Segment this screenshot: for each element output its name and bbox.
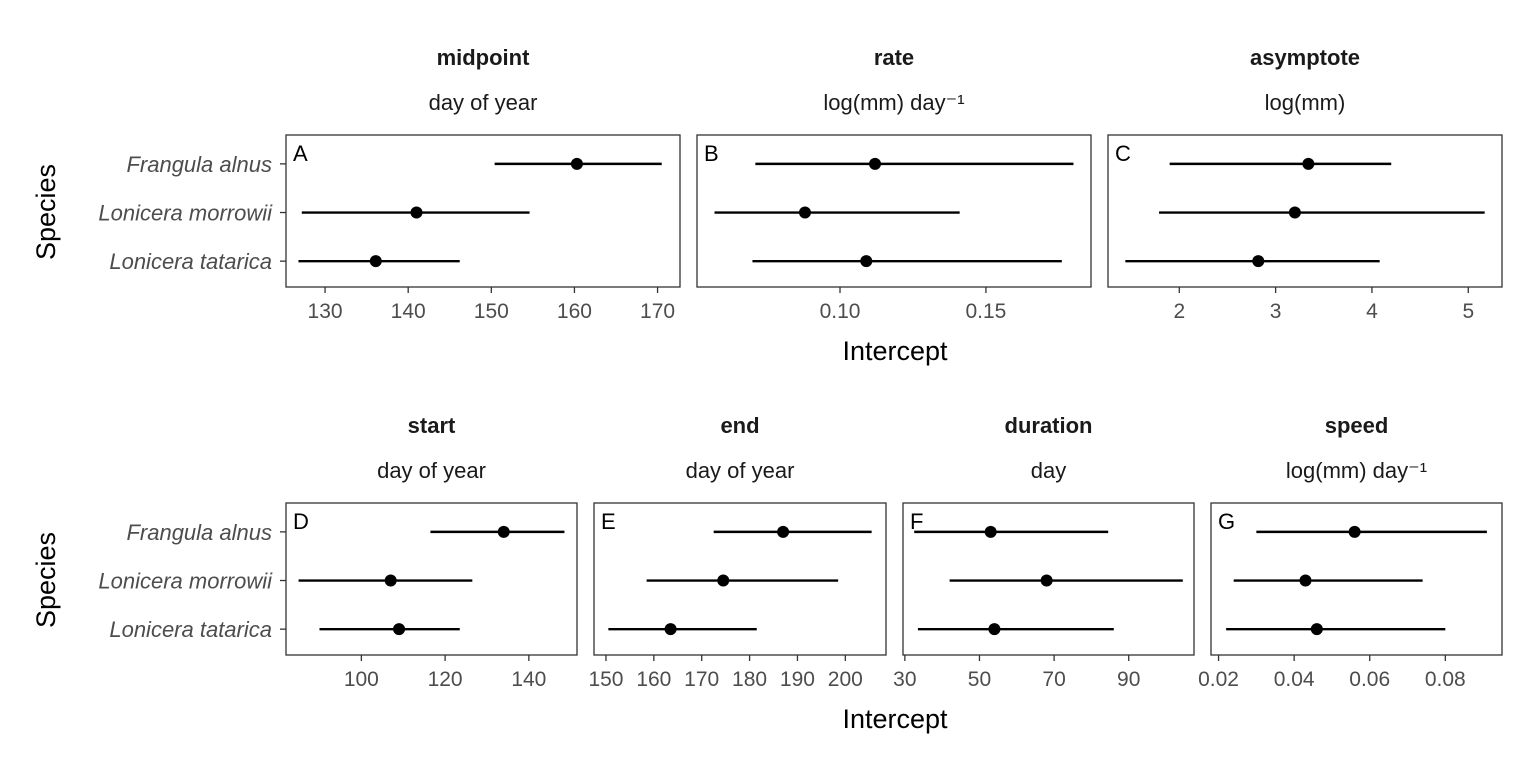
panel-F: duration day F 30 50 70 90 <box>893 413 1195 691</box>
x-tick-label: 100 <box>344 668 379 691</box>
panel-title: rate <box>874 45 914 70</box>
estimate-point <box>1288 206 1301 219</box>
panel-title: midpoint <box>437 45 531 70</box>
estimate-point <box>798 206 811 219</box>
estimate-point <box>369 255 382 268</box>
panel-D: start day of year D 100 120 140 Frangula alnus… <box>98 413 578 691</box>
x-tick-label: 0.06 <box>1349 668 1390 691</box>
x-tick-label: 150 <box>474 300 509 323</box>
estimate-point <box>777 525 790 538</box>
estimate-point <box>570 157 583 170</box>
x-tick-label: 150 <box>588 668 623 691</box>
panel-letter: A <box>293 141 308 166</box>
x-axis-title-bottom: Intercept <box>842 704 948 734</box>
panels-group: midpoint day of year A 130 140 150 160 170 Frang… <box>98 45 1503 691</box>
species-label: Frangula alnus <box>126 520 272 545</box>
x-tick-label: 140 <box>391 300 426 323</box>
panel-title: end <box>720 413 759 438</box>
estimate-point <box>1040 574 1053 587</box>
estimate-point <box>860 255 873 268</box>
x-tick-label: 90 <box>1117 668 1140 691</box>
panel-unit: day of year <box>686 458 795 483</box>
panel-title: asymptote <box>1250 45 1360 70</box>
estimate-point <box>869 157 882 170</box>
x-tick-label: 170 <box>684 668 719 691</box>
x-tick-label: 180 <box>732 668 767 691</box>
estimate-point <box>1302 157 1315 170</box>
panel-C: asymptote log(mm) C 2 3 4 5 <box>1107 45 1503 323</box>
panel-letter: C <box>1115 141 1131 166</box>
panel-letter: G <box>1218 509 1235 534</box>
x-tick-label: 3 <box>1270 300 1282 323</box>
panel-title: duration <box>1005 413 1093 438</box>
panel-unit: day of year <box>377 458 486 483</box>
panel-E: end day of year E 150 160 170 180 190 200 <box>588 413 887 691</box>
x-tick-label: 130 <box>308 300 343 323</box>
species-label: Frangula alnus <box>126 152 272 177</box>
panel-unit: log(mm) <box>1265 90 1346 115</box>
estimate-point <box>410 206 423 219</box>
x-tick-label: 140 <box>511 668 546 691</box>
x-tick-label: 0.10 <box>820 300 861 323</box>
panel-unit: log(mm) day⁻¹ <box>1286 458 1427 483</box>
estimate-point <box>1299 574 1312 587</box>
x-tick-label: 70 <box>1042 668 1065 691</box>
panel-letter: F <box>910 509 923 534</box>
estimate-point <box>393 623 406 636</box>
estimate-point <box>1252 255 1265 268</box>
panel-frame <box>285 502 578 656</box>
estimate-point <box>664 623 677 636</box>
panel-title: speed <box>1325 413 1389 438</box>
estimate-point <box>717 574 730 587</box>
panel-G: speed log(mm) day⁻¹ G 0.02 0.04 0.06 0.08 <box>1198 413 1503 691</box>
x-tick-label: 170 <box>640 300 675 323</box>
panel-frame <box>1210 502 1503 656</box>
panel-unit: log(mm) day⁻¹ <box>823 90 964 115</box>
x-tick-label: 2 <box>1173 300 1185 323</box>
x-tick-label: 5 <box>1462 300 1474 323</box>
x-tick-label: 0.04 <box>1274 668 1315 691</box>
x-tick-label: 4 <box>1366 300 1378 323</box>
panel-frame <box>593 502 887 656</box>
species-label: Lonicera morrowii <box>98 569 273 594</box>
x-tick-label: 0.02 <box>1198 668 1239 691</box>
x-tick-label: 50 <box>968 668 991 691</box>
x-axis-title-top: Intercept <box>842 336 948 366</box>
panel-frame <box>285 134 681 288</box>
x-tick-label: 0.08 <box>1425 668 1466 691</box>
x-tick-label: 160 <box>636 668 671 691</box>
panel-unit: day of year <box>429 90 538 115</box>
species-label: Lonicera morrowii <box>98 201 273 226</box>
estimate-point <box>984 525 997 538</box>
estimate-point <box>1310 623 1323 636</box>
species-label: Lonicera tatarica <box>109 617 272 642</box>
x-tick-label: 160 <box>557 300 592 323</box>
y-axis-title-top: Species <box>31 164 61 260</box>
y-axis-title-bottom: Species <box>31 532 61 628</box>
estimate-point <box>1348 525 1361 538</box>
estimate-point <box>497 525 510 538</box>
species-label: Lonicera tatarica <box>109 249 272 274</box>
panel-title: start <box>408 413 456 438</box>
panel-letter: D <box>293 509 309 534</box>
x-tick-label: 0.15 <box>965 300 1006 323</box>
x-tick-label: 120 <box>428 668 463 691</box>
panel-letter: B <box>704 141 719 166</box>
panel-unit: day <box>1031 458 1066 483</box>
panel-B: rate log(mm) day⁻¹ B 0.10 0.15 <box>696 45 1092 323</box>
x-tick-label: 30 <box>893 668 916 691</box>
panel-frame <box>1107 134 1503 288</box>
estimate-point <box>988 623 1001 636</box>
estimate-point <box>384 574 397 587</box>
x-tick-label: 200 <box>828 668 863 691</box>
panel-letter: E <box>601 509 616 534</box>
panel-A: midpoint day of year A 130 140 150 160 170 Frang… <box>98 45 681 323</box>
x-tick-label: 190 <box>780 668 815 691</box>
panel-frame <box>696 134 1092 288</box>
